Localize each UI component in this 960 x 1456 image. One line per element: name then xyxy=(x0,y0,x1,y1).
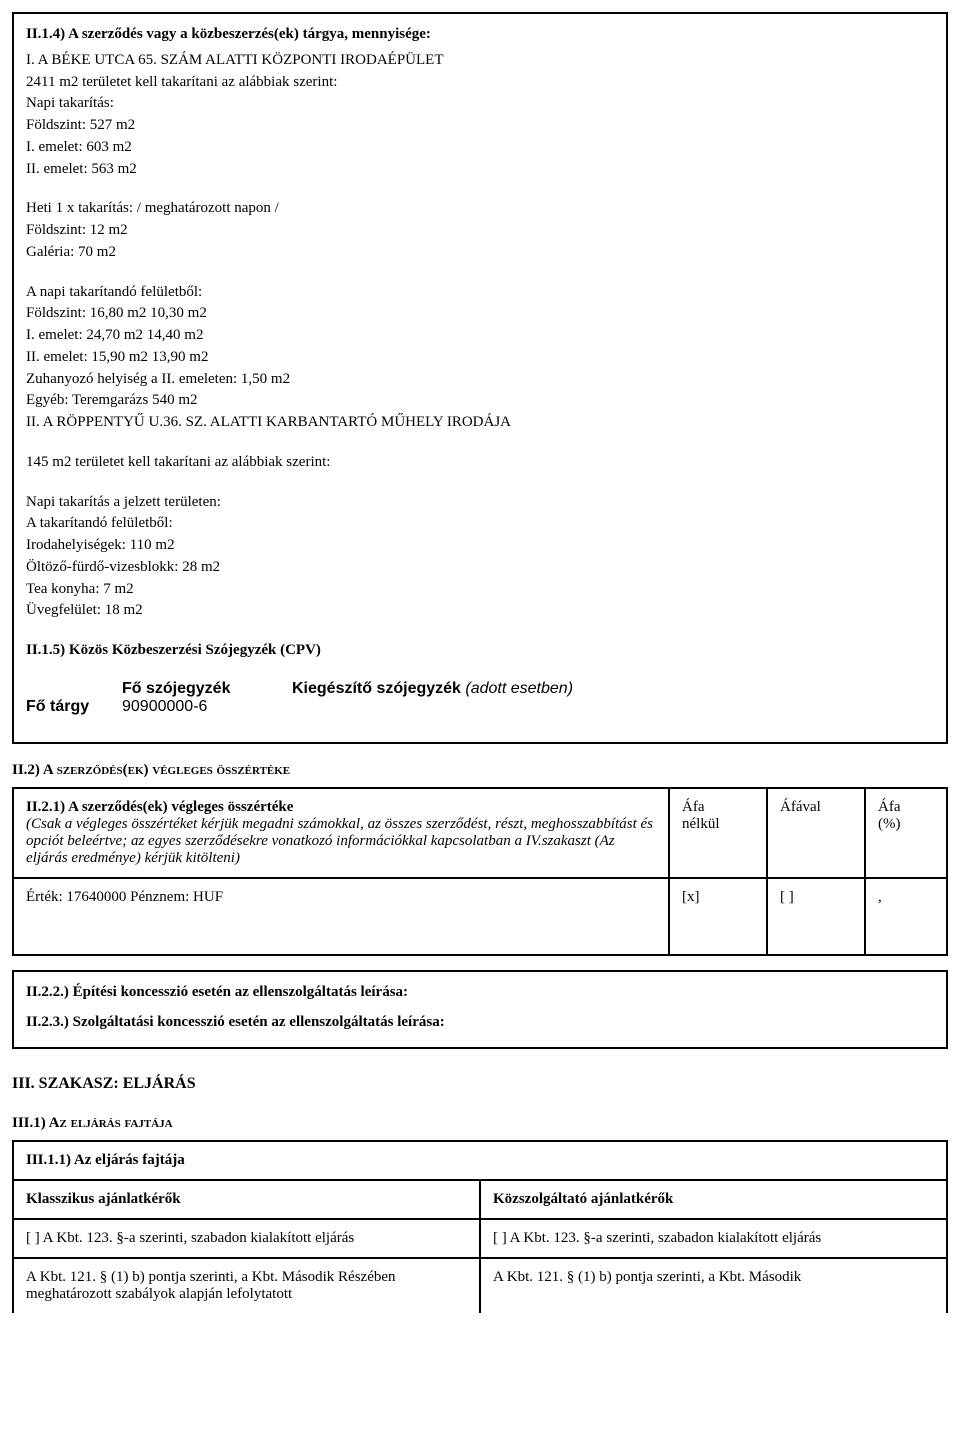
text-line: Földszint: 12 m2 xyxy=(26,220,934,242)
text-line: Irodahelyiségek: 110 m2 xyxy=(26,535,934,557)
text-line: Áfa xyxy=(682,799,705,815)
checkbox-empty: [ ] xyxy=(767,878,865,955)
checkbox-x: [x] xyxy=(669,878,767,955)
text-line: Áfa xyxy=(878,799,901,815)
cpv-col2-label: Kiegészítő szójegyzék xyxy=(292,680,461,697)
contract-value-table: II.2.1) A szerződés(ek) végleges összért… xyxy=(12,787,948,956)
public-opt1: [ ] A Kbt. 123. §-a szerinti, szabadon k… xyxy=(480,1219,947,1258)
public-service-head: Közszolgáltató ajánlatkérők xyxy=(480,1180,947,1219)
text-line: Galéria: 70 m2 xyxy=(26,242,934,264)
heading-prefix: II.2) A xyxy=(12,762,57,778)
heading-prefix: III.1) A xyxy=(12,1115,60,1131)
text-line: Egyéb: Teremgarázs 540 m2 xyxy=(26,390,934,412)
text-line: Áfával xyxy=(780,799,821,815)
classic-opt1: [ ] A Kbt. 123. §-a szerinti, szabadon k… xyxy=(13,1219,480,1258)
public-opt2: A Kbt. 121. § (1) b) pontja szerinti, a … xyxy=(480,1258,947,1313)
cpv-col2-head: Kiegészítő szójegyzék (adott esetben) xyxy=(292,680,573,698)
value-title: II.2.1) A szerződés(ek) végleges összért… xyxy=(26,799,293,815)
afa-pct-head: Áfa (%) xyxy=(865,788,947,878)
text-line: II. emelet: 15,90 m2 13,90 m2 xyxy=(26,347,934,369)
text-line: Üvegfelület: 18 m2 xyxy=(26,600,934,622)
cpv-row-label: Fő tárgy xyxy=(26,698,122,716)
section-ii-1-4: II.1.4) A szerződés vagy a közbeszerzés(… xyxy=(12,12,948,744)
afaval-head: Áfával xyxy=(767,788,865,878)
table-row: II.2.1) A szerződés(ek) végleges összért… xyxy=(13,788,947,878)
procedure-type-label: III.1.1) Az eljárás fajtája xyxy=(13,1141,947,1180)
pct-value: , xyxy=(865,878,947,955)
section-ii-1-5-label: II.1.5) Közös Közbeszerzési Szójegyzék (… xyxy=(26,640,934,662)
text-line: A napi takarítandó felületből: xyxy=(26,282,934,304)
text-line: 2411 m2 területet kell takarítani az alá… xyxy=(26,72,934,94)
section-ii-2-heading: II.2) A szerződés(ek) végleges összérték… xyxy=(12,762,948,779)
table-row: Klasszikus ajánlatkérők Közszolgáltató a… xyxy=(13,1180,947,1219)
cpv-value-row: Fő tárgy 90900000-6 xyxy=(26,698,934,716)
section-ii-2-3-label: II.2.3.) Szolgáltatási koncesszió esetén… xyxy=(26,1012,934,1034)
cpv-header-row: Fő szójegyzék Kiegészítő szójegyzék (ado… xyxy=(26,680,934,698)
text-line: 145 m2 területet kell takarítani az aláb… xyxy=(26,452,934,474)
section-ii-2-2-3: II.2.2.) Építési koncesszió esetén az el… xyxy=(12,970,948,1050)
text-line: Földszint: 527 m2 xyxy=(26,115,934,137)
section-iii-heading: III. SZAKASZ: ELJÁRÁS xyxy=(12,1075,948,1093)
table-row: Érték: 17640000 Pénznem: HUF [x] [ ] , xyxy=(13,878,947,955)
classic-opt2: A Kbt. 121. § (1) b) pontja szerinti, a … xyxy=(13,1258,480,1313)
text-block-1: I. A BÉKE UTCA 65. SZÁM ALATTI KÖZPONTI … xyxy=(26,50,934,181)
text-line: Zuhanyozó helyiség a II. emeleten: 1,50 … xyxy=(26,369,934,391)
value-desc-cell: II.2.1) A szerződés(ek) végleges összért… xyxy=(13,788,669,878)
text-block-5: Napi takarítás a jelzett területen: A ta… xyxy=(26,492,934,623)
section-ii-2-2-label: II.2.2.) Építési koncesszió esetén az el… xyxy=(26,982,934,1004)
text-block-3: A napi takarítandó felületből: Földszint… xyxy=(26,282,934,434)
afa-nelkul-head: Áfa nélkül xyxy=(669,788,767,878)
text-line: Napi takarítás: xyxy=(26,93,934,115)
classic-head: Klasszikus ajánlatkérők xyxy=(13,1180,480,1219)
text-line: Tea konyha: 7 m2 xyxy=(26,579,934,601)
heading-sc: z eljárás fajtája xyxy=(60,1115,173,1131)
table-row: III.1.1) Az eljárás fajtája xyxy=(13,1141,947,1180)
text-block-4: 145 m2 területet kell takarítani az aláb… xyxy=(26,452,934,474)
heading-sc: szerződés(ek) végleges összértéke xyxy=(57,762,291,778)
text-line: A takarítandó felületből: xyxy=(26,513,934,535)
text-line: nélkül xyxy=(682,816,720,832)
text-line: I. emelet: 603 m2 xyxy=(26,137,934,159)
table-row: [ ] A Kbt. 123. §-a szerinti, szabadon k… xyxy=(13,1219,947,1258)
procedure-type-table: III.1.1) Az eljárás fajtája Klasszikus a… xyxy=(12,1140,948,1313)
text-line: I. emelet: 24,70 m2 14,40 m2 xyxy=(26,325,934,347)
section-ii-1-4-label: II.1.4) A szerződés vagy a közbeszerzés(… xyxy=(26,24,934,46)
text-line: Öltöző-fürdő-vizesblokk: 28 m2 xyxy=(26,557,934,579)
text-line: II. emelet: 563 m2 xyxy=(26,159,934,181)
text-line: Földszint: 16,80 m2 10,30 m2 xyxy=(26,303,934,325)
text-block-2: Heti 1 x takarítás: / meghatározott napo… xyxy=(26,198,934,263)
text-line: Napi takarítás a jelzett területen: xyxy=(26,492,934,514)
text-line: I. A BÉKE UTCA 65. SZÁM ALATTI KÖZPONTI … xyxy=(26,50,934,72)
cpv-col1-head: Fő szójegyzék xyxy=(122,680,292,698)
value-amount-cell: Érték: 17640000 Pénznem: HUF xyxy=(13,878,669,955)
cpv-row-value: 90900000-6 xyxy=(122,698,292,716)
value-italic: (Csak a végleges összértéket kérjük mega… xyxy=(26,816,653,866)
cpv-col2-suffix: (adott esetben) xyxy=(461,680,573,697)
text-line: II. A RÖPPENTYŰ U.36. SZ. ALATTI KARBANT… xyxy=(26,412,934,434)
section-iii-1-heading: III.1) Az eljárás fajtája xyxy=(12,1115,948,1132)
table-row: A Kbt. 121. § (1) b) pontja szerinti, a … xyxy=(13,1258,947,1313)
text-line: (%) xyxy=(878,816,901,832)
text-line: Heti 1 x takarítás: / meghatározott napo… xyxy=(26,198,934,220)
